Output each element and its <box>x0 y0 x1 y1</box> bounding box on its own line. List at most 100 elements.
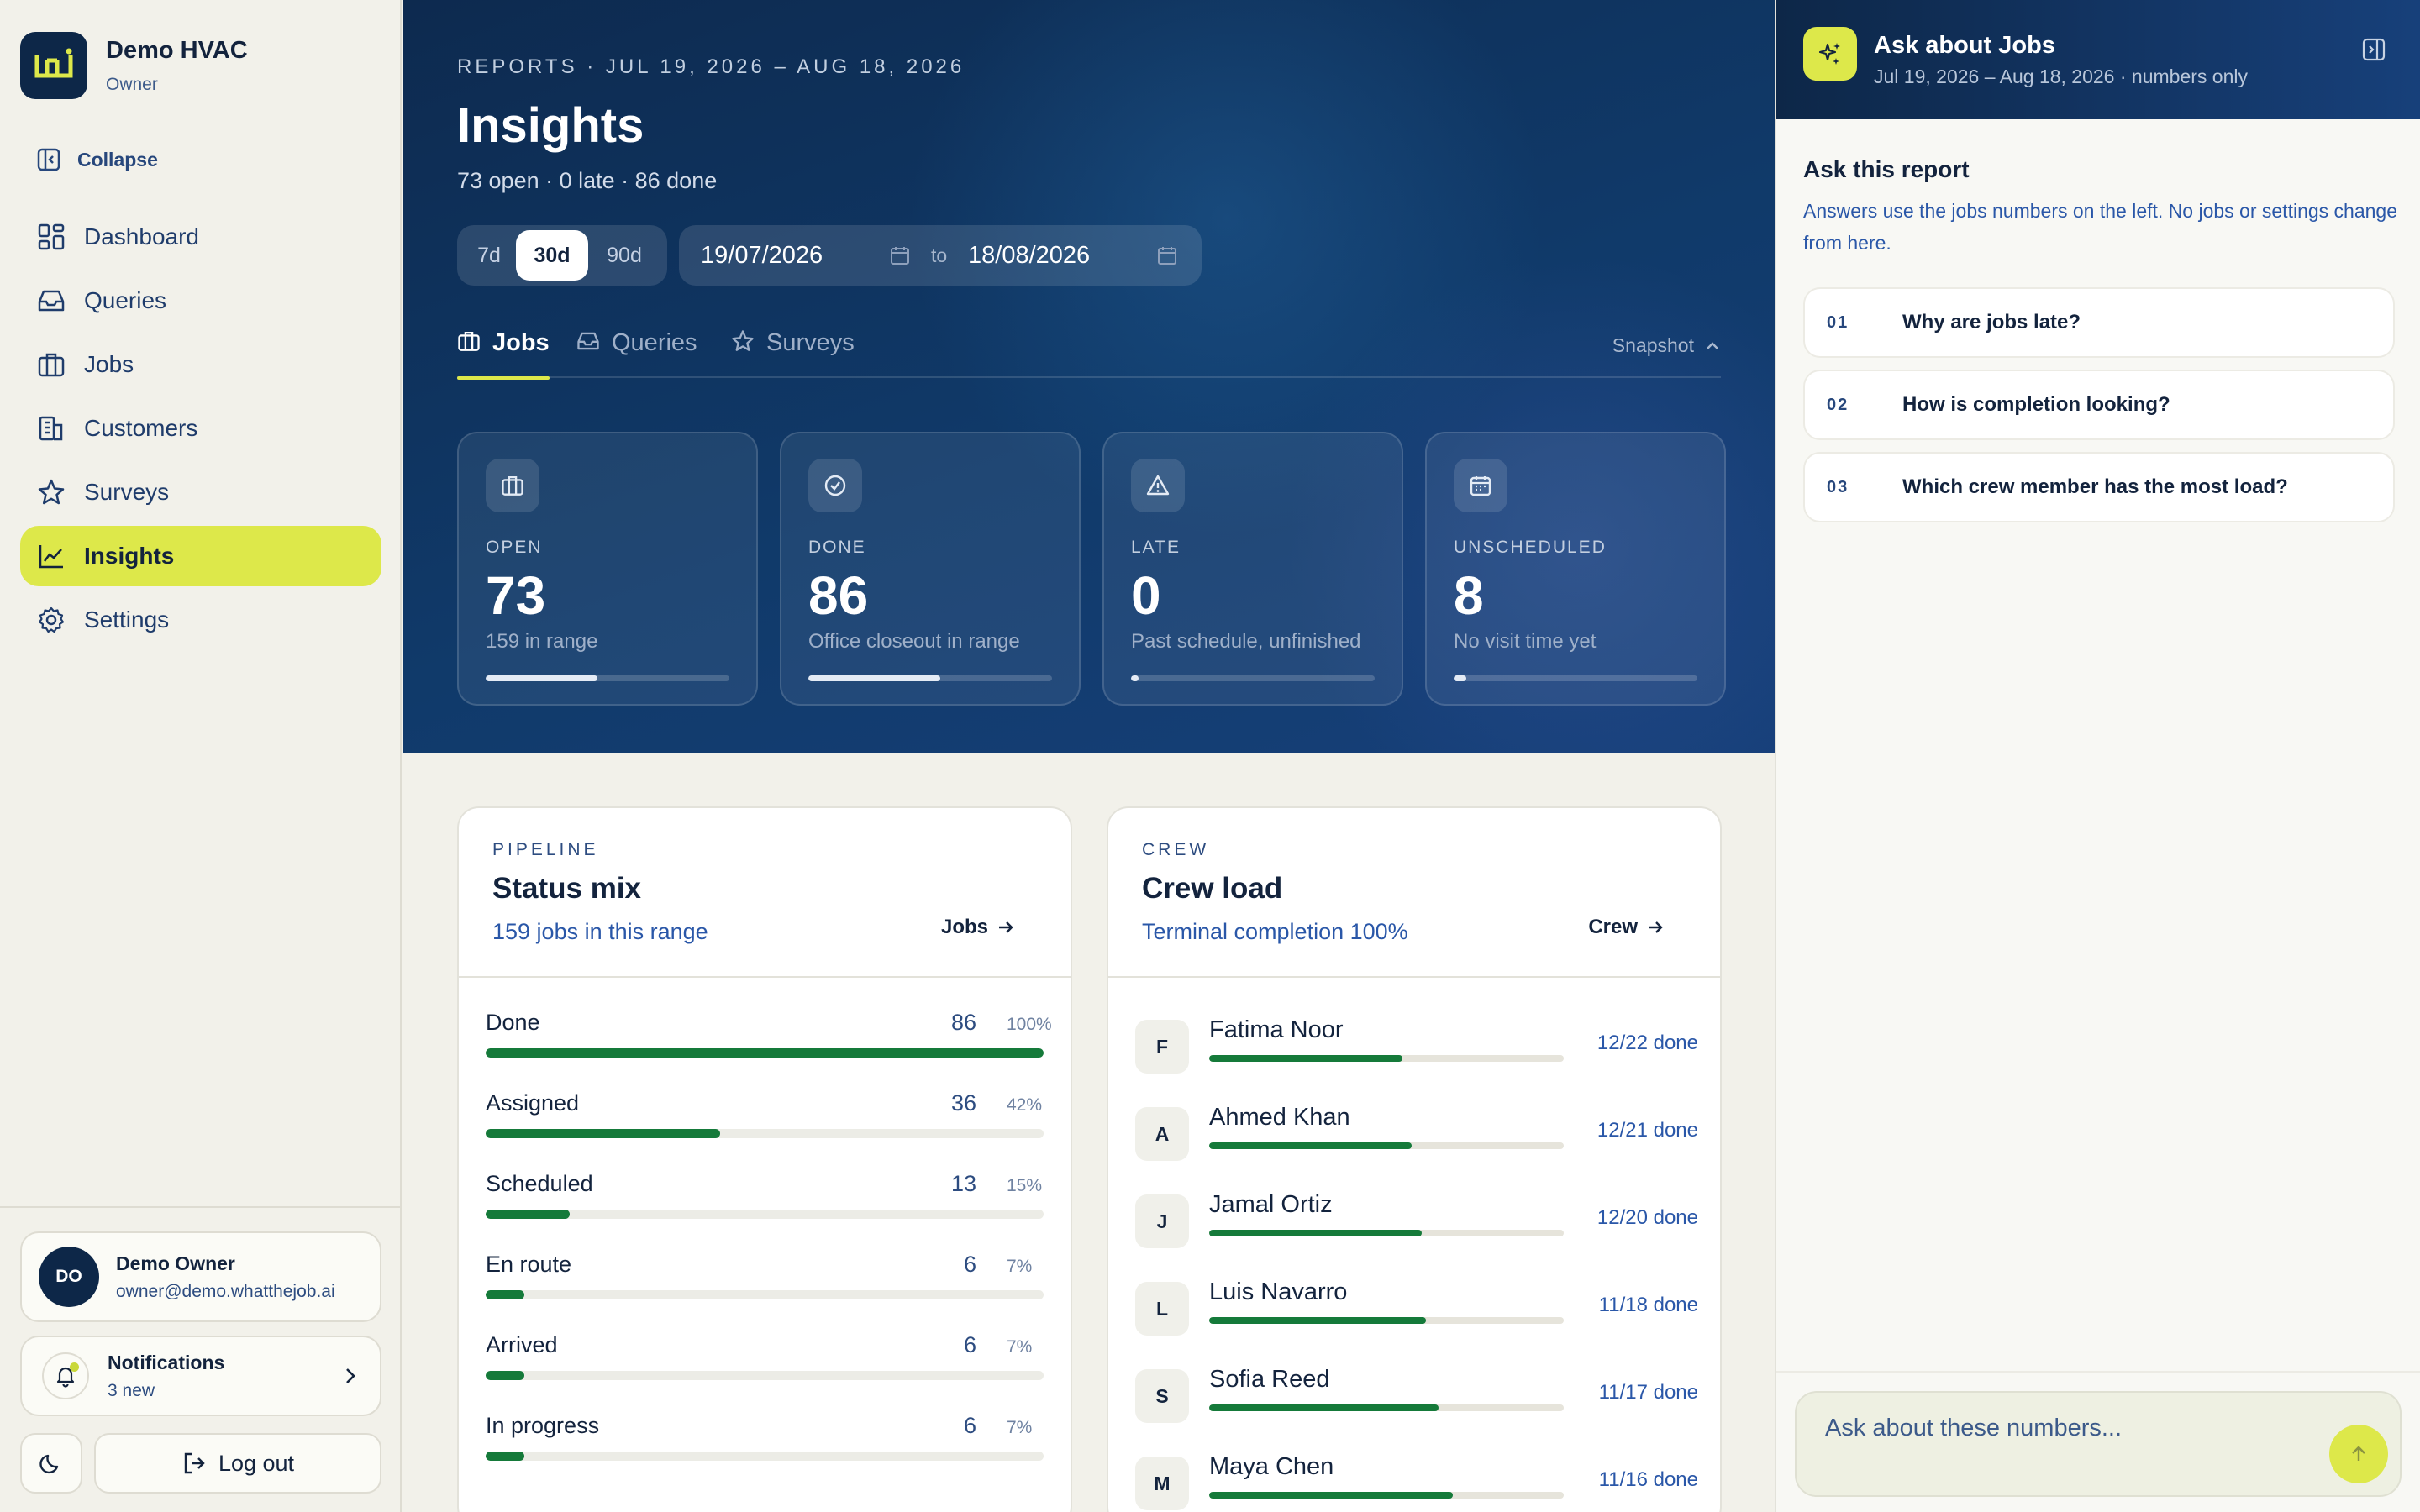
status-row-arrived[interactable]: Arrived 6 7% <box>486 1332 1044 1413</box>
kpi-subtext: No visit time yet <box>1454 630 1597 653</box>
crew-load-bar <box>1209 1055 1564 1062</box>
brand[interactable]: Demo HVAC Owner <box>20 32 248 99</box>
sidebar-item-label: Insights <box>84 543 175 569</box>
crew-row[interactable]: S Sofia Reed 11/17 done <box>1135 1366 1698 1457</box>
crew-load-card: CREW Crew load Terminal completion 100% … <box>1107 806 1722 1512</box>
theme-toggle-button[interactable] <box>20 1433 82 1494</box>
kpi-progress-fill <box>808 675 940 681</box>
card-subtitle: Terminal completion 100% <box>1142 919 1408 944</box>
status-row-en-route[interactable]: En route 6 7% <box>486 1252 1044 1332</box>
sidebar-item-dashboard[interactable]: Dashboard <box>20 207 381 267</box>
ask-section-description: Answers use the jobs numbers on the left… <box>1803 200 2398 254</box>
crew-load-fill <box>1209 1404 1439 1411</box>
crew-row[interactable]: L Luis Navarro 11/18 done <box>1135 1278 1698 1369</box>
status-bar <box>486 1452 1044 1461</box>
briefcase-icon <box>486 459 539 512</box>
calendar-icon[interactable] <box>1156 244 1178 266</box>
kpi-value: 8 <box>1454 565 1484 626</box>
date-to-label: to <box>931 244 948 266</box>
status-bar-fill <box>486 1452 525 1461</box>
user-card[interactable]: DO Demo Owner owner@demo.whatthejob.ai <box>20 1231 381 1322</box>
status-bar <box>486 1048 1044 1058</box>
status-row-scheduled[interactable]: Scheduled 13 15% <box>486 1171 1044 1252</box>
crew-load-bar <box>1209 1230 1564 1236</box>
card-eyebrow: CREW <box>1142 840 1210 859</box>
status-bar-fill <box>486 1371 525 1380</box>
status-name: Assigned <box>486 1090 580 1116</box>
tab-label: Queries <box>612 329 697 356</box>
range-30d-button[interactable]: 30d <box>516 230 588 281</box>
crew-load-bar <box>1209 1492 1564 1499</box>
crew-row[interactable]: F Fatima Noor 12/22 done <box>1135 1016 1698 1107</box>
date-from-input[interactable]: 19/07/2026 <box>701 241 823 269</box>
crew-load-fill <box>1209 1055 1402 1062</box>
sidebar-item-surveys[interactable]: Surveys <box>20 462 381 522</box>
tab-queries[interactable]: Queries <box>576 326 697 378</box>
status-row-done[interactable]: Done 86 100% <box>486 1010 1052 1090</box>
date-to-input[interactable]: 18/08/2026 <box>968 241 1091 269</box>
sidebar-item-label: Surveys <box>84 479 170 505</box>
brand-logo-icon <box>20 32 87 99</box>
status-row-in-progress[interactable]: In progress 6 7% <box>486 1413 1044 1494</box>
user-email: owner@demo.whatthejob.ai <box>116 1281 335 1301</box>
ask-input[interactable]: Ask about these numbers... <box>1795 1391 2402 1497</box>
arrow-up-icon <box>2352 1446 2365 1461</box>
kpi-card-late[interactable]: LATE 0 Past schedule, unfinished <box>1102 432 1403 706</box>
status-percent: 100% <box>1007 1015 1052 1034</box>
kpi-progress-fill <box>1454 675 1466 681</box>
crew-row[interactable]: J Jamal Ortiz 12/20 done <box>1135 1191 1698 1282</box>
notifications-button[interactable]: Notifications 3 new <box>20 1336 381 1416</box>
suggested-question[interactable]: 01 Why are jobs late? <box>1803 287 2395 358</box>
insights-hero: REPORTS · JUL 19, 2026 – AUG 18, 2026 In… <box>403 0 1775 753</box>
kpi-progress-fill <box>1131 675 1139 681</box>
status-bar <box>486 1210 1044 1219</box>
page-title: Insights <box>457 98 644 153</box>
range-90d-button[interactable]: 90d <box>607 243 642 267</box>
user-name: Demo Owner <box>116 1252 235 1274</box>
crew-done-count: 12/21 done <box>1597 1119 1698 1142</box>
status-bar-fill <box>486 1290 525 1299</box>
sidebar-item-customers[interactable]: Customers <box>20 398 381 459</box>
sidebar-item-jobs[interactable]: Jobs <box>20 334 381 395</box>
sidebar-item-settings[interactable]: Settings <box>20 590 381 650</box>
calendar-icon[interactable] <box>889 244 911 266</box>
status-name: Arrived <box>486 1332 558 1357</box>
crew-link[interactable]: Crew <box>1588 916 1665 939</box>
send-button[interactable] <box>2329 1425 2388 1483</box>
status-count: 6 <box>963 1413 976 1438</box>
crew-done-count: 12/22 done <box>1597 1032 1698 1054</box>
status-row-assigned[interactable]: Assigned 36 42% <box>486 1090 1044 1171</box>
ask-panel-title: Ask about Jobs <box>1874 32 2055 59</box>
collapse-button[interactable]: Collapse <box>37 148 158 171</box>
inbox-icon <box>577 332 599 350</box>
logout-button[interactable]: Log out <box>94 1433 381 1494</box>
kpi-subtext: 159 in range <box>486 630 598 653</box>
kpi-card-unscheduled[interactable]: UNSCHEDULED 8 No visit time yet <box>1425 432 1726 706</box>
suggested-question[interactable]: 02 How is completion looking? <box>1803 370 2395 440</box>
arrow-right-icon <box>999 921 1013 933</box>
panel-toggle-icon[interactable] <box>2361 37 2386 62</box>
status-percent: 15% <box>1007 1176 1043 1195</box>
jobs-link[interactable]: Jobs <box>941 916 1015 939</box>
tab-jobs[interactable]: Jobs <box>457 326 550 380</box>
crew-load-fill <box>1209 1492 1454 1499</box>
kpi-card-done[interactable]: DONE 86 Office closeout in range <box>780 432 1081 706</box>
tab-surveys[interactable]: Surveys <box>731 326 855 378</box>
crew-row[interactable]: A Ahmed Khan 12/21 done <box>1135 1104 1698 1194</box>
notifications-count: 3 new <box>108 1380 155 1400</box>
avatar: DO <box>39 1247 99 1307</box>
kpi-card-open[interactable]: OPEN 73 159 in range <box>457 432 758 706</box>
kpi-label: UNSCHEDULED <box>1454 538 1607 557</box>
date-range-picker: 19/07/2026 to 18/08/2026 <box>679 225 1202 286</box>
snapshot-toggle[interactable]: Snapshot <box>1612 334 1721 357</box>
status-count: 86 <box>950 1010 976 1035</box>
crew-row[interactable]: M Maya Chen 11/16 done <box>1135 1453 1698 1512</box>
sidebar-item-insights[interactable]: Insights <box>20 526 381 586</box>
sidebar-item-queries[interactable]: Queries <box>20 270 381 331</box>
gear-icon <box>38 606 65 633</box>
kpi-value: 86 <box>808 565 869 626</box>
suggested-question[interactable]: 03 Which crew member has the most load? <box>1803 452 2395 522</box>
notifications-title: Notifications <box>108 1351 225 1373</box>
range-7d-button[interactable]: 7d <box>477 243 501 267</box>
report-tabs: Jobs Queries Surveys Snapshot <box>457 326 1721 380</box>
